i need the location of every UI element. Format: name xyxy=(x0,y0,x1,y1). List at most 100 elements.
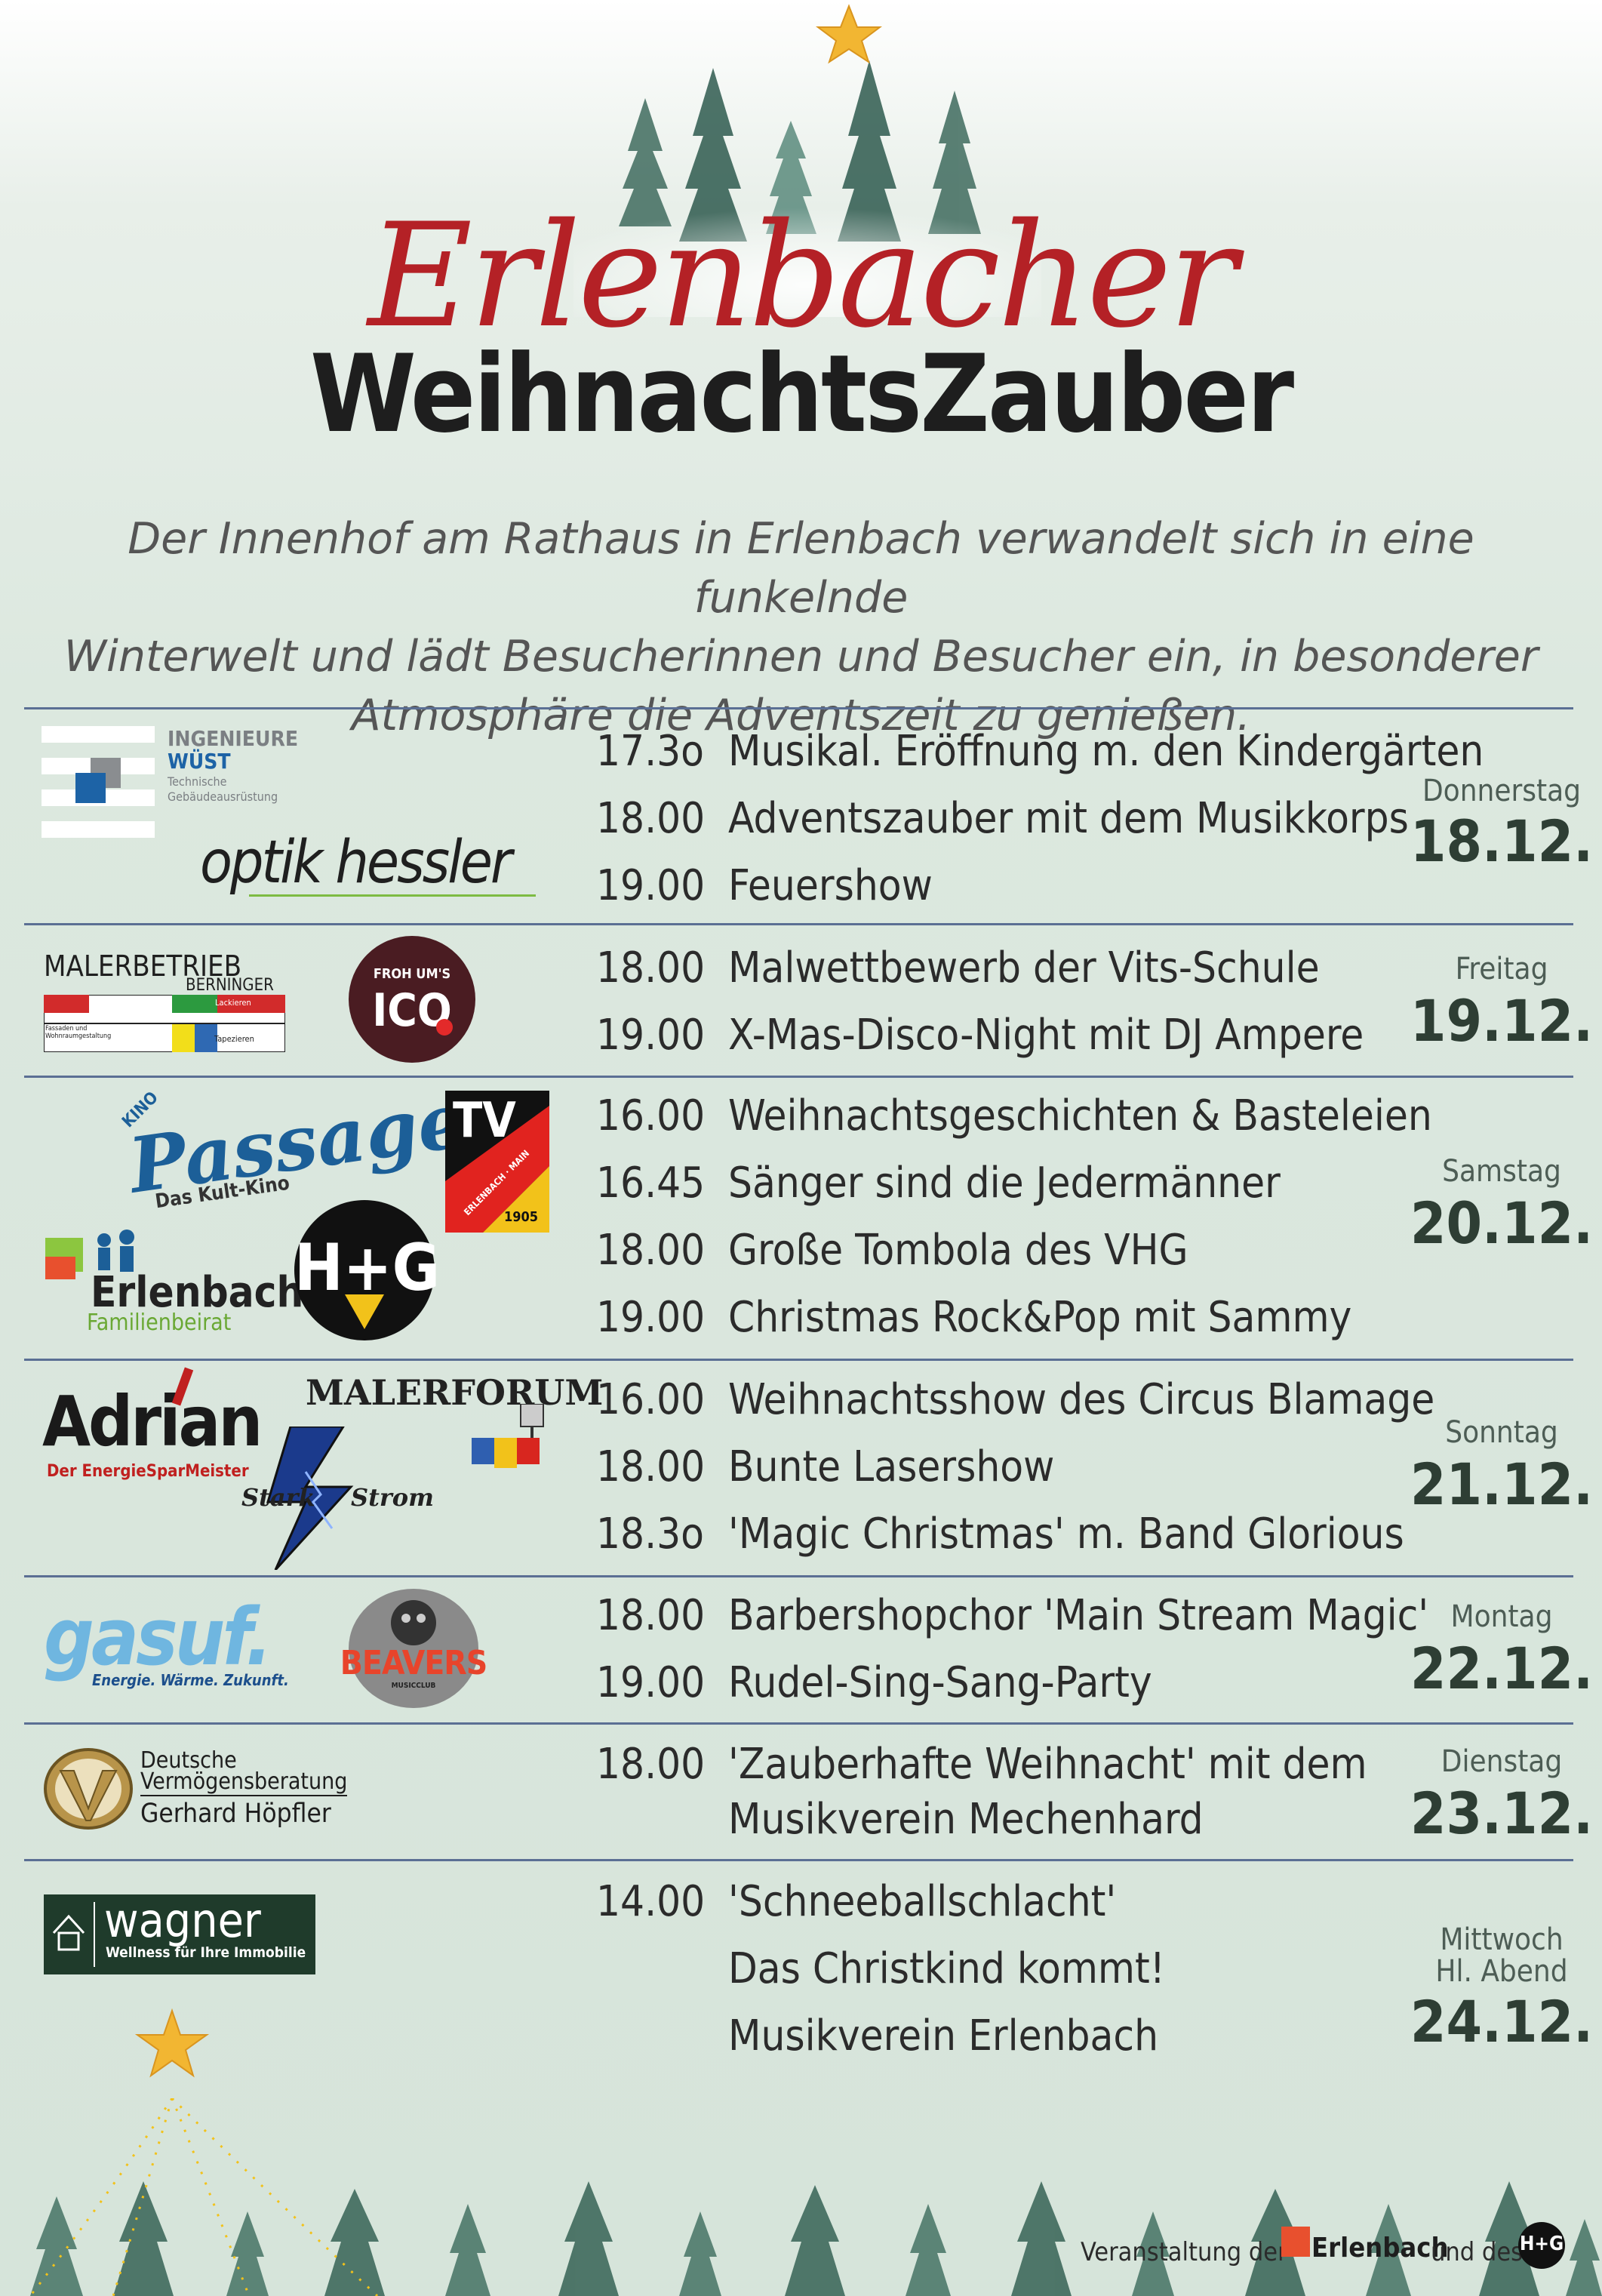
event-time: 16.00 xyxy=(596,1091,706,1140)
event-title: Das Christkind kommt! xyxy=(728,1944,1165,1993)
malerforum-logo: MALERFORUM xyxy=(306,1372,604,1413)
event-time: 19.00 xyxy=(596,1011,706,1060)
wuest-text: WÜST xyxy=(168,749,231,774)
gasuf-logo: gasuf. xyxy=(44,1591,272,1683)
paint-roller-icon xyxy=(472,1404,544,1468)
footer-text: und des xyxy=(1431,2237,1524,2267)
event-time: 18.00 xyxy=(596,1740,706,1789)
weekday: Hl. Abend xyxy=(1435,1954,1568,1989)
weekday: Donnerstag xyxy=(1422,774,1582,808)
divider xyxy=(24,1076,1573,1078)
weekday: Dienstag xyxy=(1441,1744,1563,1779)
gasuf-text: Energie. Wärme. Zukunft. xyxy=(92,1671,289,1689)
date: 21.12. xyxy=(1410,1451,1594,1518)
tv-text: TV xyxy=(453,1093,516,1149)
event-title: Adventszauber mit dem Musikkorps xyxy=(728,794,1409,843)
berninger-text: Lackieren xyxy=(215,998,251,1008)
wuest-logo-icon xyxy=(42,726,155,838)
date: 24.12. xyxy=(1410,1988,1594,2055)
divider xyxy=(24,1575,1573,1577)
event-time: 16.45 xyxy=(596,1159,706,1208)
weekday: Samstag xyxy=(1442,1154,1561,1189)
divider xyxy=(24,923,1573,925)
date: 19.12. xyxy=(1410,987,1594,1054)
berninger-text: Anstrich xyxy=(128,998,159,1008)
event-time: 18.00 xyxy=(596,943,706,993)
divider xyxy=(24,1722,1573,1725)
event-time: 18.3o xyxy=(596,1510,704,1559)
divider xyxy=(24,1859,1573,1861)
ico-dot-icon xyxy=(436,1019,453,1036)
bottom-christmas-trees-illustration xyxy=(29,2098,1602,2296)
weekday: Sonntag xyxy=(1445,1415,1558,1450)
event-title: Feuershow xyxy=(728,861,933,910)
ico-text: ICO xyxy=(372,984,452,1037)
event-title: Christmas Rock&Pop mit Sammy xyxy=(728,1293,1352,1342)
berninger-color-bar-icon xyxy=(44,995,285,1052)
date: 22.12. xyxy=(1410,1635,1594,1702)
intro-line: Der Innenhof am Rathaus in Erlenbach ver… xyxy=(128,514,1474,623)
adrian-text: Der EnergieSparMeister xyxy=(47,1462,249,1481)
weekday: Montag xyxy=(1450,1599,1553,1634)
ico-text: FROH UM'S xyxy=(373,966,451,982)
erlenbach-flag-icon xyxy=(1281,2227,1310,2257)
date: 18.12. xyxy=(1410,808,1594,875)
dvag-text: Vermögensberatung xyxy=(140,1768,348,1796)
event-time: 19.00 xyxy=(596,1293,706,1342)
page-title: WeihnachtsZauber xyxy=(309,332,1294,457)
footer-hg-logo xyxy=(1518,2222,1565,2269)
wuest-text: Gebäudeausrüstung xyxy=(168,789,278,804)
wagner-text: wagner xyxy=(104,1893,261,1948)
familienbeirat-text: Familienbeirat xyxy=(87,1310,232,1336)
event-time: 19.00 xyxy=(596,861,706,910)
hessler-underline xyxy=(249,894,536,897)
optik-hessler-logo: optik hessler xyxy=(200,829,512,897)
house-hand-icon xyxy=(52,1914,85,1951)
stark-strom-text: Strom xyxy=(351,1483,434,1512)
date: 20.12. xyxy=(1410,1190,1594,1257)
event-title: Sänger sind die Jedermänner xyxy=(728,1159,1281,1208)
wuest-text: Technische xyxy=(168,774,227,789)
berninger-text: Fassaden und Wohnraumgestaltung xyxy=(45,1025,112,1040)
event-title: Rudel-Sing-Sang-Party xyxy=(728,1658,1152,1707)
stark-strom-text: Stark xyxy=(241,1483,315,1512)
top-christmas-trees-illustration xyxy=(573,4,1041,317)
event-title: 'Zauberhafte Weihnacht' mit dem xyxy=(728,1740,1367,1789)
event-title: Große Tombola des VHG xyxy=(728,1226,1188,1275)
intro-line: Winterwelt und lädt Besucherinnen und Be… xyxy=(63,632,1539,682)
familienbeirat-text: Erlenbach xyxy=(91,1268,304,1317)
event-title: Weihnachtsshow des Circus Blamage xyxy=(728,1375,1435,1424)
event-time: 19.00 xyxy=(596,1658,706,1707)
adrian-logo: Adrian xyxy=(42,1381,263,1462)
dvag-text: Deutsche xyxy=(140,1747,237,1774)
event-title: Weihnachtsgeschichten & Basteleien xyxy=(728,1091,1432,1140)
title-script: Erlenbacher xyxy=(367,192,1237,359)
star-icon xyxy=(816,4,882,64)
divider xyxy=(24,707,1573,709)
event-time: 18.00 xyxy=(596,1226,706,1275)
event-time: 18.00 xyxy=(596,1591,706,1640)
ico-logo xyxy=(349,936,475,1063)
dvag-text: Gerhard Höpfler xyxy=(140,1799,331,1829)
date: 23.12. xyxy=(1410,1780,1594,1847)
event-title: 'Magic Christmas' m. Band Glorious xyxy=(728,1510,1404,1559)
stark-strom-logo-icon xyxy=(266,1427,354,1570)
wagner-text: Wellness für Ihre Immobilie xyxy=(106,1944,306,1961)
beaver-icon xyxy=(391,1600,436,1645)
footer-text: Veranstaltung der xyxy=(1081,2237,1287,2267)
star-icon xyxy=(134,2008,210,2078)
wuest-text: INGENIEURE xyxy=(168,726,299,751)
tv-text: 1905 xyxy=(504,1209,539,1225)
footer-logo-erlenbach: Erlenbach xyxy=(1311,2233,1449,2264)
intro-text: Der Innenhof am Rathaus in Erlenbach ver… xyxy=(23,509,1579,745)
berninger-text: BERNINGER xyxy=(186,976,274,995)
beavers-text: BEAVERS xyxy=(340,1644,488,1682)
familienbeirat-logo-icon xyxy=(45,1230,134,1279)
event-title: Musikverein Erlenbach xyxy=(728,2011,1159,2061)
event-title: Musikal. Eröffnung m. den Kindergärten xyxy=(728,727,1484,776)
footer-hg-text: H+G xyxy=(1519,2233,1564,2255)
event-title: Musikverein Mechenhard xyxy=(728,1795,1204,1844)
event-time: 17.3o xyxy=(596,727,704,776)
event-title: Barbershopchor 'Main Stream Magic' xyxy=(728,1591,1429,1640)
hg-text: H+G xyxy=(294,1230,441,1306)
